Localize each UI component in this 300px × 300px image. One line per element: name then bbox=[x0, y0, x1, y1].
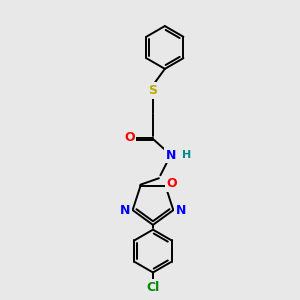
Text: S: S bbox=[148, 84, 158, 97]
Text: O: O bbox=[166, 177, 177, 190]
Text: N: N bbox=[120, 204, 130, 217]
Text: N: N bbox=[166, 149, 176, 162]
Text: N: N bbox=[176, 204, 186, 217]
Text: Cl: Cl bbox=[146, 281, 160, 294]
Text: O: O bbox=[124, 131, 134, 144]
Text: H: H bbox=[182, 150, 191, 160]
